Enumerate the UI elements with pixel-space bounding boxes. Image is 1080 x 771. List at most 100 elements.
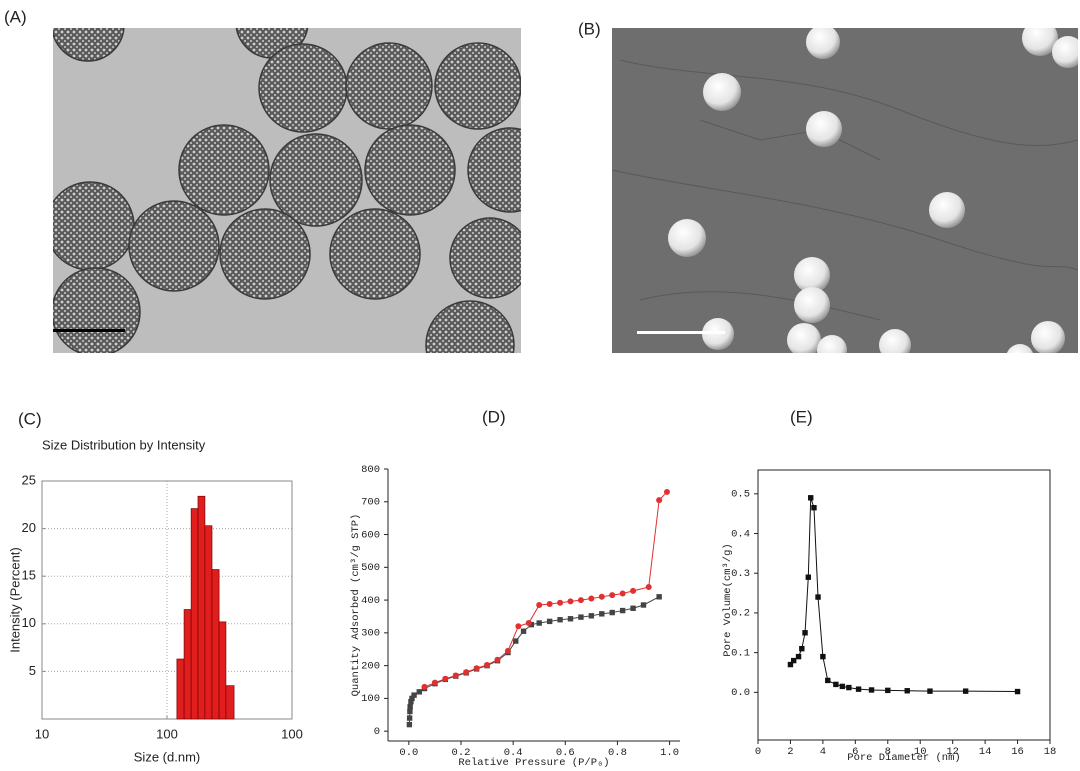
point — [588, 595, 595, 602]
bar — [211, 569, 220, 720]
point — [839, 683, 846, 690]
point — [578, 614, 584, 620]
point — [546, 601, 553, 608]
x-axis-label: Relative Pressure (P/P₀) — [458, 757, 609, 769]
point — [406, 721, 413, 728]
point — [407, 708, 413, 715]
point — [833, 681, 839, 688]
x-tick-label: 6 — [852, 746, 858, 758]
plot-frame — [41, 480, 293, 720]
point — [656, 594, 662, 600]
x-tick-label: 0.8 — [608, 747, 627, 759]
bar — [197, 495, 206, 720]
x-tick-label: 18 — [1044, 746, 1057, 758]
point — [609, 609, 615, 616]
y-tick-label: 10 — [22, 615, 36, 630]
y-tick-label: 300 — [361, 628, 380, 640]
point — [802, 630, 808, 636]
point — [599, 611, 605, 617]
point — [421, 683, 428, 690]
y-tick-label: 0.4 — [731, 528, 750, 540]
point — [515, 623, 522, 630]
point — [494, 656, 501, 663]
x-tick-label: 2 — [787, 746, 793, 758]
sem-image — [612, 28, 1078, 353]
x-tick-label: 1.0 — [660, 747, 679, 759]
point — [473, 665, 480, 672]
point — [811, 505, 817, 511]
point — [795, 653, 802, 660]
x-tick-label: 10 — [35, 726, 49, 741]
point — [567, 616, 574, 622]
y-axis-label: Quantity Adsorbed (cm³/g STP) — [350, 514, 362, 697]
point — [962, 688, 969, 694]
point — [656, 497, 663, 504]
point — [927, 688, 933, 694]
x-axis-label: Size (d.nm) — [134, 749, 200, 764]
point — [520, 628, 527, 634]
y-tick-label: 200 — [361, 660, 380, 672]
point — [525, 620, 532, 627]
y-tick-label: 0 — [374, 726, 380, 738]
chart: (D) Relative Pressure (P/P₀) Quantity Adso… — [350, 407, 680, 769]
x-tick-label: 12 — [946, 746, 959, 758]
y-tick-label: 0.1 — [731, 647, 750, 659]
x-tick-label: 100 — [281, 726, 303, 741]
x-tick-label: 0.6 — [556, 747, 575, 759]
point — [484, 661, 491, 668]
x-tick-label: 0.2 — [452, 747, 471, 759]
point — [808, 495, 814, 501]
panel-label: (D) — [482, 407, 506, 426]
point — [640, 602, 647, 608]
point — [787, 661, 794, 668]
chart: (E)Pore Diameter (nm)Pore Volume(cm³/g)0… — [722, 407, 1057, 763]
y-tick-label: 20 — [22, 520, 36, 535]
y-tick-label: 500 — [361, 562, 380, 574]
series-line — [408, 596, 660, 725]
point — [588, 613, 595, 619]
point — [411, 692, 417, 698]
point — [407, 703, 413, 710]
point — [577, 597, 584, 604]
point — [536, 620, 542, 626]
x-tick-label: 10 — [914, 746, 927, 758]
y-tick-label: 800 — [361, 464, 380, 476]
y-tick-label: 0.3 — [731, 568, 750, 580]
point — [504, 647, 511, 654]
bar — [176, 658, 185, 720]
x-tick-label: 4 — [820, 746, 826, 758]
point — [825, 677, 831, 684]
point — [536, 602, 543, 608]
point — [820, 653, 826, 660]
point — [546, 618, 553, 625]
point — [452, 672, 459, 679]
x-tick-label: 14 — [979, 746, 992, 758]
panel-label: (B) — [578, 19, 601, 38]
point — [790, 657, 797, 664]
point — [528, 621, 535, 628]
point — [805, 574, 811, 580]
bar — [183, 609, 192, 720]
point — [431, 679, 438, 686]
point — [799, 645, 805, 652]
y-tick-label: 25 — [22, 472, 36, 487]
point — [567, 598, 574, 605]
tem-image — [53, 28, 521, 353]
point — [619, 590, 626, 597]
series-line — [790, 497, 1018, 693]
point — [663, 488, 670, 495]
panel-label: (E) — [790, 407, 813, 426]
point — [619, 607, 626, 614]
y-tick-label: 15 — [22, 568, 36, 583]
y-axis-label: Pore Volume(cm³/g) — [722, 543, 734, 656]
point — [513, 638, 519, 644]
y-tick-label: 5 — [29, 663, 36, 678]
x-tick-label: 8 — [885, 746, 891, 758]
point — [630, 605, 636, 611]
bar — [204, 525, 213, 720]
x-tick-label: 0 — [755, 746, 761, 758]
point — [463, 669, 470, 676]
chart: (C)Size Distribution by Intensity Size (d… — [7, 409, 302, 764]
